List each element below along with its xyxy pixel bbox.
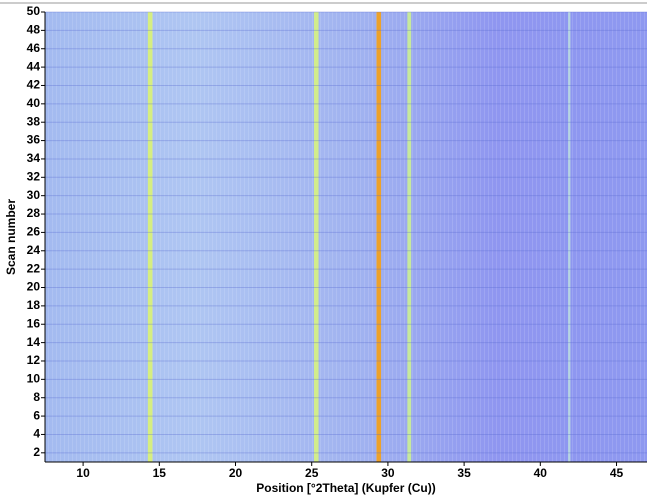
y-tick-label: 16 [27,316,41,330]
y-tick-label: 48 [27,23,41,37]
y-tick-label: 8 [33,390,40,404]
y-tick-label: 4 [33,427,40,441]
y-tick-label: 38 [27,114,41,128]
y-tick-label: 26 [27,225,41,239]
x-tick-label: 40 [534,466,548,480]
y-tick-label: 14 [27,335,41,349]
peak-band [568,12,571,462]
y-tick-label: 10 [27,372,41,386]
y-tick-label: 40 [27,96,41,110]
y-tick-label: 12 [27,353,41,367]
y-tick-label: 50 [27,4,41,18]
y-tick-label: 32 [27,169,41,183]
peak-band [313,12,319,462]
y-tick-label: 44 [27,59,41,73]
y-tick-label: 22 [27,261,41,275]
y-tick-label: 36 [27,133,41,147]
x-axis-label: Position [°2Theta] (Kupfer (Cu)) [256,481,435,495]
y-tick-label: 24 [27,243,41,257]
plot-texture [45,12,647,462]
peak-band [407,12,412,462]
y-tick-label: 30 [27,188,41,202]
x-tick-label: 15 [153,466,167,480]
y-tick-label: 42 [27,78,41,92]
x-tick-label: 25 [305,466,319,480]
y-tick-label: 34 [27,151,41,165]
y-tick-label: 6 [33,408,40,422]
peak-band [376,12,382,462]
peak-band [147,12,153,462]
x-tick-label: 30 [381,466,395,480]
x-tick-label: 35 [457,466,471,480]
y-tick-label: 46 [27,41,41,55]
y-tick-label: 28 [27,206,41,220]
y-tick-label: 20 [27,280,41,294]
x-tick-label: 20 [229,466,243,480]
y-tick-label: 18 [27,298,41,312]
y-tick-label: 2 [33,445,40,459]
x-tick-label: 10 [76,466,90,480]
y-axis-label: Scan number [4,199,18,275]
x-tick-label: 45 [610,466,624,480]
